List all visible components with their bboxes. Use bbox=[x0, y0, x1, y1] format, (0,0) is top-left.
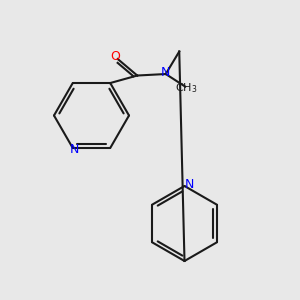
Text: N: N bbox=[70, 143, 79, 156]
Text: N: N bbox=[184, 178, 194, 191]
Text: CH$_3$: CH$_3$ bbox=[175, 82, 197, 95]
Text: O: O bbox=[110, 50, 120, 63]
Text: N: N bbox=[161, 66, 170, 79]
